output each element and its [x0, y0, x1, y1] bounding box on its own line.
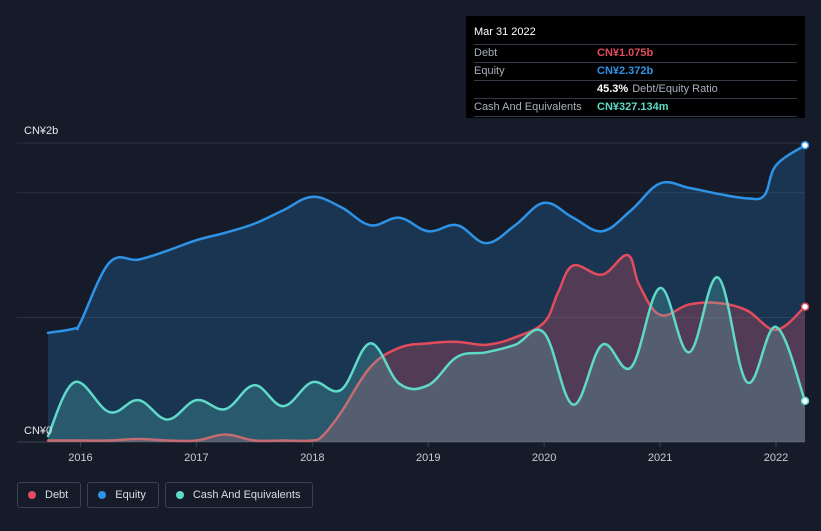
equity-line	[46, 143, 807, 335]
tooltip-label: Equity	[474, 65, 505, 77]
x-tick-label: 2021	[648, 452, 672, 464]
legend-item-cash[interactable]: Cash And Equivalents	[164, 482, 314, 508]
tooltip-suffix: Debt/Equity Ratio	[632, 83, 718, 95]
legend-item-equity[interactable]: Equity	[87, 482, 159, 508]
debt-line	[46, 253, 807, 443]
tooltip-row-ratio: 45.3% Debt/Equity Ratio	[474, 81, 797, 99]
x-tick-label: 2017	[184, 452, 208, 464]
cash-and-equivalents-line	[46, 276, 807, 438]
y-axis-label-top: CN¥2b	[24, 125, 59, 137]
tooltip-value: 45.3%	[597, 83, 629, 95]
tooltip-value: CN¥1.075b	[597, 47, 654, 59]
equity-end-point	[800, 140, 810, 150]
legend-dot-icon	[28, 491, 36, 499]
legend-dot-icon	[175, 491, 184, 499]
legend-label: Cash And Equivalents	[192, 489, 301, 501]
x-tick-label: 2022	[764, 452, 788, 464]
tooltip-row-debt: Debt CN¥1.075b	[474, 45, 797, 63]
y-axis-label-zero: CN¥0	[24, 425, 53, 437]
tooltip-label: Debt	[474, 47, 498, 59]
tooltip-row-cash: Cash And Equivalents CN¥327.134m	[474, 99, 797, 117]
x-tick-label: 2016	[68, 452, 92, 464]
x-tick-label: 2019	[416, 452, 440, 464]
legend-label: Debt	[45, 489, 69, 501]
legend-item-debt[interactable]: Debt	[17, 482, 82, 508]
chart-legend: Debt Equity Cash And Equivalents	[17, 482, 314, 508]
x-tick-label: 2020	[532, 452, 556, 464]
cash-and-equivalents-end-point	[800, 396, 810, 406]
data-tooltip: Mar 31 2022 Debt CN¥1.075b Equity CN¥2.3…	[466, 16, 805, 118]
tooltip-value: CN¥2.372b	[597, 65, 654, 77]
tooltip-date: Mar 31 2022	[474, 24, 797, 45]
tooltip-label: Cash And Equivalents	[474, 101, 582, 113]
tooltip-value: CN¥327.134m	[597, 101, 669, 113]
legend-dot-icon	[98, 491, 107, 499]
tooltip-row-equity: Equity CN¥2.372b	[474, 63, 797, 81]
debt-area	[48, 254, 805, 442]
x-tick-label: 2018	[300, 452, 324, 464]
equity-area	[48, 145, 805, 442]
tooltip-label	[474, 81, 597, 98]
legend-label: Equity	[115, 489, 146, 501]
debt-end-point	[800, 302, 810, 311]
